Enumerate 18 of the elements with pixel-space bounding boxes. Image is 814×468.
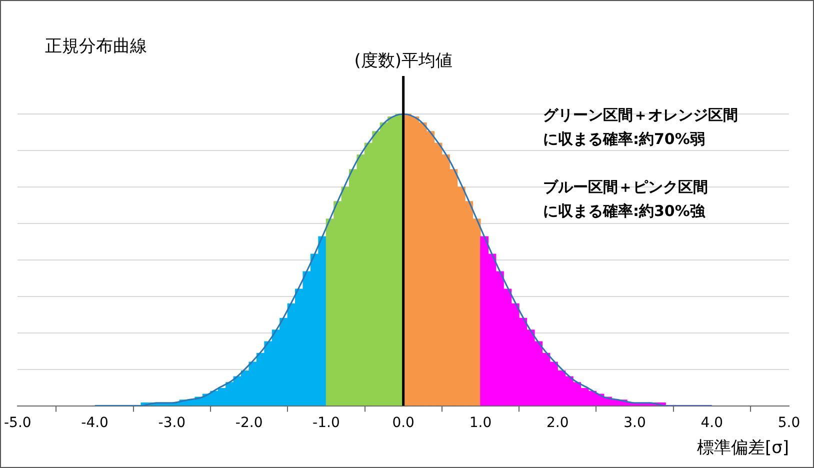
annotation: ブルー区間＋ピンク区間	[543, 178, 708, 196]
x-tick-label: 1.0	[469, 414, 492, 431]
x-tick-label: -5.0	[4, 414, 32, 431]
x-tick-label: -2.0	[235, 414, 263, 431]
x-tick-label: 5.0	[778, 414, 800, 431]
x-tick-label: -1.0	[312, 414, 340, 431]
annotation: に収まる確率:約70%弱	[543, 130, 705, 148]
x-tick-label: 3.0	[624, 414, 646, 431]
chart-title: 正規分布曲線	[45, 36, 147, 56]
x-tick-label: 2.0	[546, 414, 569, 431]
ref-line-label: (度数)平均値	[354, 50, 452, 71]
x-tick-label: 4.0	[700, 414, 723, 431]
x-axis-title: 標準偏差[σ]	[696, 438, 789, 458]
annotation: に収まる確率:約30%強	[543, 202, 706, 220]
annotation: グリーン区間＋オレンジ区間	[543, 106, 738, 124]
x-tick-label: -3.0	[158, 414, 186, 431]
x-tick-label: 0.0	[392, 414, 414, 431]
x-tick-label: -4.0	[81, 414, 108, 431]
